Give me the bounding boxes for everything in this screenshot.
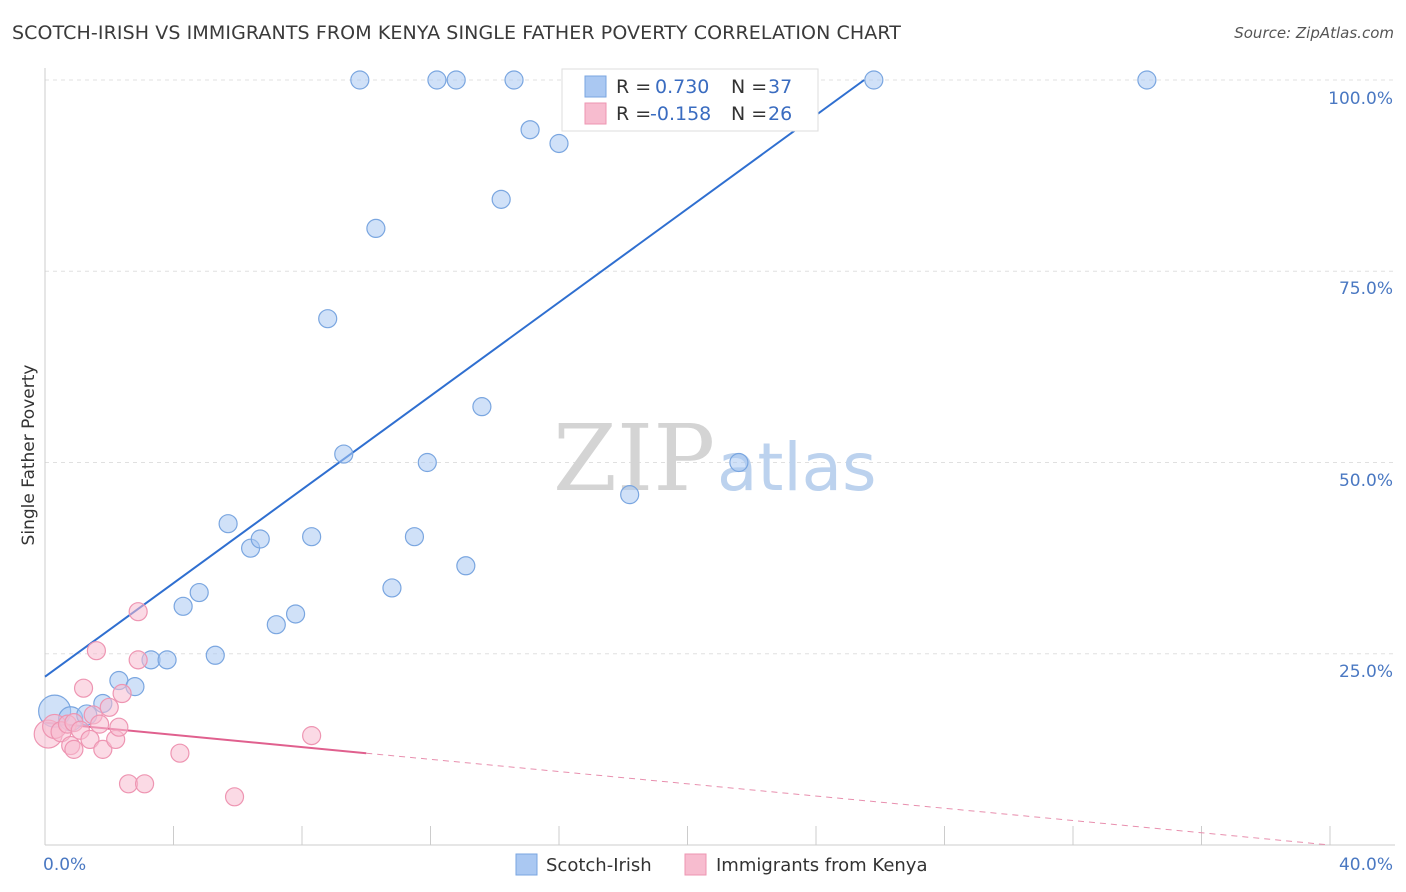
point-scotch-irish	[620, 485, 640, 505]
legend-n-label-2: N =	[731, 103, 767, 125]
y-axis-label: Single Father Poverty	[19, 365, 39, 546]
x-tick-label: 40.0%	[1339, 855, 1393, 875]
point-scotch-irish	[173, 596, 193, 616]
point-scotch-irish	[218, 514, 238, 534]
legend-r-value-1: 0.730	[655, 76, 709, 98]
legend-label-kenya: Immigrants from Kenya	[716, 855, 927, 876]
point-scotch-irish	[318, 309, 338, 329]
point-scotch-irish	[446, 70, 466, 90]
point-scotch-irish	[417, 452, 437, 473]
point-scotch-irish	[729, 452, 749, 473]
y-tick-label: 75.0%	[1339, 279, 1393, 299]
watermark: ZIP atlas	[553, 405, 877, 512]
point-scotch-irish	[382, 578, 402, 598]
point-scotch-irish	[334, 444, 354, 464]
point-kenya	[109, 717, 129, 737]
point-kenya	[99, 697, 119, 717]
x-tick-labels: 0.0% 40.0%	[43, 855, 1393, 875]
point-kenya	[128, 650, 148, 670]
legend-r-label-2: R =	[616, 103, 651, 125]
point-scotch-irish	[427, 70, 447, 90]
legend-r-label-1: R =	[616, 76, 651, 98]
legend-r-value-2: -0.158	[650, 103, 711, 125]
legend-label-scotch-irish: Scotch-Irish	[546, 855, 652, 876]
legend-n-value-1: 37	[768, 76, 792, 98]
point-scotch-irish	[1137, 70, 1157, 90]
point-scotch-irish	[302, 527, 322, 547]
point-scotch-irish	[404, 527, 425, 547]
point-scotch-irish	[205, 645, 225, 665]
point-scotch-irish	[250, 529, 270, 549]
point-kenya	[128, 602, 148, 622]
point-kenya	[224, 787, 245, 807]
legend-swatch-blue	[584, 75, 607, 98]
point-scotch-irish	[504, 70, 524, 90]
correlation-legend: R = 0.730 N = 37 R = -0.158 N = 26	[561, 68, 819, 132]
point-kenya	[302, 726, 322, 746]
point-scotch-irish	[189, 582, 209, 603]
point-scotch-irish	[864, 70, 884, 90]
point-scotch-irish	[491, 189, 511, 209]
chart-title: SCOTCH-IRISH VS IMMIGRANTS FROM KENYA SI…	[12, 22, 902, 44]
point-scotch-irish	[549, 133, 569, 154]
source-credit: Source: ZipAtlas.com	[1234, 24, 1394, 42]
legend-swatch-scotch-irish	[515, 853, 538, 876]
point-kenya	[64, 739, 84, 759]
point-scotch-irish	[456, 556, 476, 576]
point-kenya	[86, 641, 107, 661]
series-legend: Scotch-Irish Immigrants from Kenya	[515, 853, 927, 876]
grid-lines	[45, 79, 1395, 655]
legend-swatch-pink	[584, 102, 607, 125]
point-kenya	[80, 729, 100, 750]
y-tick-label: 50.0%	[1339, 471, 1393, 491]
x-tick-label: 0.0%	[43, 855, 86, 875]
y-tick-label: 25.0%	[1339, 662, 1393, 682]
point-kenya	[112, 683, 132, 704]
trend-line-scotch-irish	[44, 79, 865, 678]
point-scotch-irish	[350, 70, 370, 90]
data-points	[33, 70, 1157, 807]
point-kenya	[170, 743, 190, 763]
point-scotch-irish	[266, 615, 286, 635]
trend-line-kenya-extrapolated	[366, 752, 1331, 846]
point-scotch-irish	[472, 397, 492, 417]
point-kenya	[118, 774, 139, 794]
legend-n-value-2: 26	[768, 103, 792, 125]
legend-swatch-kenya	[684, 853, 707, 876]
point-scotch-irish	[366, 218, 386, 239]
point-kenya	[93, 739, 113, 759]
legend-n-label-1: N =	[731, 76, 767, 98]
y-tick-label: 100.0%	[1328, 89, 1393, 109]
point-scotch-irish	[285, 604, 306, 624]
point-kenya	[134, 774, 155, 794]
point-scotch-irish	[157, 650, 177, 670]
point-kenya	[90, 714, 110, 734]
point-kenya	[73, 678, 94, 698]
y-tick-labels: 25.0% 50.0% 75.0% 100.0%	[1328, 89, 1393, 682]
point-scotch-irish	[520, 120, 540, 140]
